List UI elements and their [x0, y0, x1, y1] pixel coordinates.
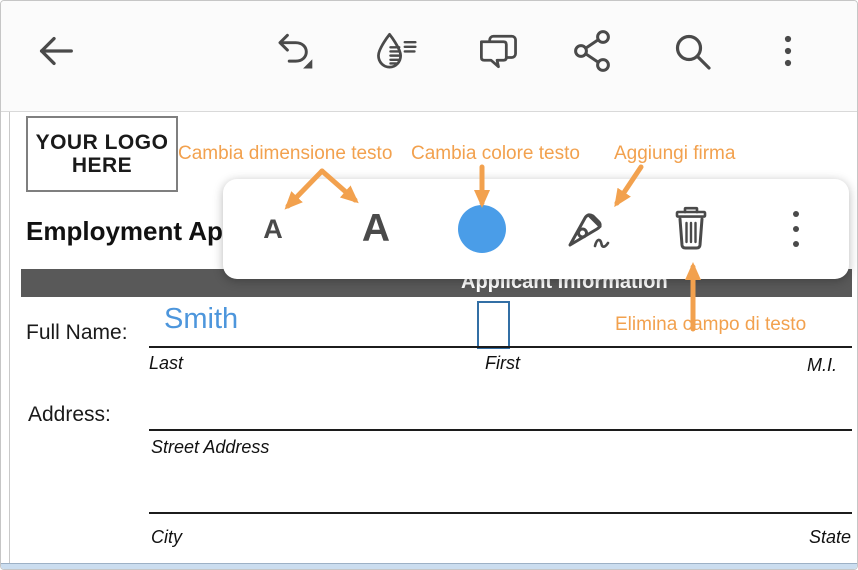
- page-left-edge: [9, 112, 10, 563]
- delete-text-field-button[interactable]: [669, 203, 713, 253]
- search-icon: [675, 34, 711, 70]
- callout-change-text-size: Cambia dimensione testo: [178, 143, 393, 164]
- page-bottom-gap: [1, 563, 857, 569]
- overflow-menu-button[interactable]: [764, 27, 812, 75]
- callout-change-text-color: Cambia colore testo: [411, 143, 580, 164]
- full-name-line: [149, 346, 852, 348]
- text-color-button[interactable]: [458, 205, 506, 253]
- text-edit-toolbar: A A: [223, 179, 849, 279]
- full-name-text-field[interactable]: Smith: [164, 303, 239, 335]
- undo-button[interactable]: [268, 27, 316, 75]
- more-options-icon: [793, 211, 799, 247]
- logo-placeholder: YOUR LOGO HERE: [26, 116, 178, 192]
- state-hint: State: [809, 527, 852, 547]
- trash-icon: [675, 206, 707, 250]
- first-hint: First: [485, 353, 520, 373]
- last-hint: Last: [149, 353, 184, 373]
- top-toolbar: [1, 1, 857, 112]
- street-hint: Street Address: [151, 437, 270, 457]
- fountain-pen-icon: [568, 213, 610, 248]
- city-hint: City: [151, 527, 182, 547]
- more-options-icon: [784, 35, 792, 67]
- add-signature-button[interactable]: [562, 205, 610, 253]
- full-name-label: Full Name:: [26, 321, 128, 344]
- address-label: Address:: [28, 403, 111, 426]
- callout-add-signature: Aggiungi firma: [614, 143, 736, 164]
- city-line: [149, 512, 852, 514]
- document-title: Employment Ap: [26, 216, 223, 246]
- liquid-mode-button[interactable]: [372, 27, 420, 75]
- logo-text-line2: HERE: [71, 154, 133, 177]
- callout-delete-text-field: Elimina campo di testo: [615, 314, 807, 335]
- toolbar-overflow-button[interactable]: [776, 205, 816, 253]
- back-button[interactable]: [31, 27, 79, 75]
- logo-text-line1: YOUR LOGO: [35, 130, 169, 154]
- comments-button[interactable]: [474, 27, 522, 75]
- liquid-mode-icon: [377, 32, 417, 69]
- color-swatch-icon: [458, 205, 506, 253]
- comments-icon: [480, 34, 517, 69]
- first-name-text-field[interactable]: [477, 301, 510, 349]
- decrease-text-size-button[interactable]: A: [263, 213, 283, 244]
- search-button[interactable]: [668, 27, 716, 75]
- undo-icon: [278, 33, 313, 69]
- mi-hint: M.I.: [807, 355, 837, 375]
- increase-text-size-button[interactable]: A: [361, 207, 391, 250]
- back-arrow-icon: [39, 36, 73, 66]
- share-button[interactable]: [569, 27, 617, 75]
- share-icon: [574, 30, 610, 72]
- street-line: [149, 429, 852, 431]
